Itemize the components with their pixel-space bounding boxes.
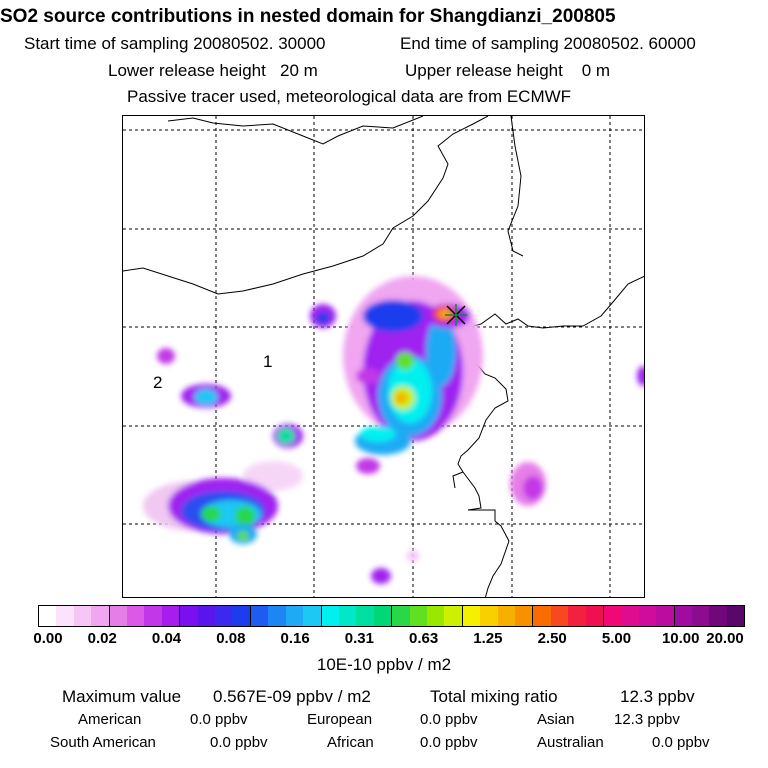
map-canvas [123,116,644,597]
colorbar-swatch [268,606,286,626]
region-value: 0.0 ppbv [652,734,710,751]
colorbar-swatch [638,606,657,626]
colorbar-swatch [480,606,498,626]
region-value: 0.0 ppbv [190,711,248,728]
colorbar-tick-label: 2.50 [537,630,567,647]
region-value: 0.0 ppbv [210,734,268,751]
colorbar-swatch [585,606,604,626]
start-time: Start time of sampling 20080502. 30000 [24,34,326,53]
colorbar-swatch [533,606,551,626]
colorbar-tick-label: 0.08 [216,630,246,647]
colorbar-swatch [426,606,445,626]
region-name: African [327,734,374,751]
region-label-1: 1 [263,352,273,371]
colorbar-tick-label: 0.04 [151,630,182,647]
colorbar-tick-label: 10.00 [661,630,700,647]
colorbar-swatch [514,606,534,626]
colorbar-swatch [56,606,74,626]
colorbar-tick-label: 0.63 [409,630,439,647]
colorbar-swatch [39,606,57,626]
colorbar-swatch [127,606,145,626]
end-time: End time of sampling 20080502. 60000 [400,34,696,53]
colorbar-swatch [550,606,569,626]
colorbar-tick-label: 1.25 [473,630,503,647]
max-value-label: Maximum value [62,687,182,706]
upper-release-height: Upper release height 0 m [405,61,611,80]
colorbar-swatch [250,606,269,626]
colorbar-swatch [621,606,639,626]
colorbar-swatch [144,606,162,626]
colorbar-swatch [321,606,339,626]
map-panel: 1 2 [122,115,645,598]
data-note: Passive tracer used, meteorological data… [127,87,572,106]
colorbar-swatch [338,606,357,626]
colorbar-swatch [109,606,128,626]
colorbar-swatch [91,606,110,626]
colorbar-swatch [674,606,693,626]
region-value: 12.3 ppbv [614,711,680,728]
region-name: Asian [537,711,575,728]
colorbar-swatch [303,606,322,626]
colorbar-swatch [373,606,393,626]
colorbar-swatch [73,606,92,626]
colorbar-swatch [356,606,374,626]
concentration-plume [143,276,644,584]
colorbar-swatch [197,606,216,626]
region-name: South American [50,734,156,751]
colorbar-swatch [180,606,198,626]
colorbar-swatch [409,606,427,626]
colorbar-swatch [444,606,463,626]
colorbar-swatch [392,606,410,626]
lower-release-height: Lower release height 20 m [108,61,318,80]
colorbar-unit: 10E-10 ppbv / m2 [316,655,452,674]
colorbar-tick-label: 5.00 [601,630,632,647]
colorbar-swatch [285,606,304,626]
colorbar [38,605,745,627]
colorbar-swatch [497,606,515,626]
colorbar-swatch [215,606,233,626]
max-value: 0.567E-09 ppbv / m2 [213,687,371,706]
colorbar-swatch [232,606,251,626]
colorbar-tick-label: 0.16 [280,630,310,647]
colorbar-swatch [692,606,710,626]
region-label-2: 2 [153,373,163,392]
region-value: 0.0 ppbv [420,711,478,728]
colorbar-swatch [462,606,481,626]
region-value: 0.0 ppbv [420,734,478,751]
colorbar-swatch [656,606,675,626]
colorbar-tick-label: 0.02 [87,630,117,647]
colorbar-tick-label: 0.31 [344,630,374,647]
total-mixing-value: 12.3 ppbv [620,687,695,706]
region-name: European [307,711,373,728]
colorbar-swatch [726,606,745,626]
total-mixing-label: Total mixing ratio [430,687,558,706]
colorbar-swatch [709,606,727,626]
colorbar-tick-label: 20.00 [706,630,744,647]
colorbar-swatch [568,606,586,626]
colorbar-swatch [604,606,622,626]
colorbar-swatch [161,606,181,626]
station-star-icon [445,304,467,326]
plot-title: SO2 source contributions in nested domai… [0,6,616,27]
region-name: American [78,711,142,728]
colorbar-tick-label: 0.00 [33,630,63,647]
region-name: Australian [537,734,604,751]
